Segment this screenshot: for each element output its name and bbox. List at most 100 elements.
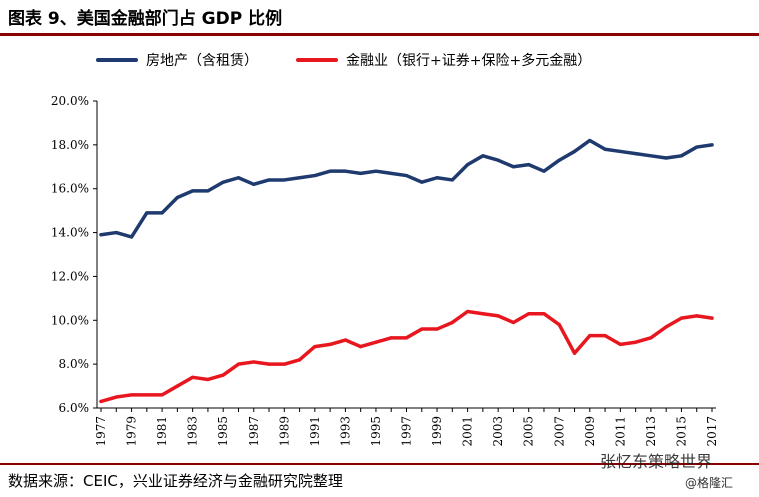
x-tick-label: 2003 — [491, 416, 505, 447]
source-note: 数据来源：CEIC，兴业证券经济与金融研究院整理 — [8, 472, 343, 490]
series-1-point — [496, 314, 500, 318]
series-0-point — [435, 176, 439, 180]
x-tick-label: 2011 — [613, 416, 627, 447]
series-1-point — [679, 316, 684, 320]
series-0-point — [710, 143, 714, 147]
series-1-point — [481, 312, 485, 316]
axes: 6.0% 8.0% 10.0% 12.0% 14.0% 16.0% 18.0% 20.0% 19… — [51, 94, 719, 447]
x-tick-label: 2015 — [674, 416, 688, 447]
series-0-point — [374, 169, 378, 173]
series-1-point — [588, 334, 592, 338]
series-0-point — [481, 154, 485, 158]
series-1-point — [145, 393, 149, 397]
series-0-point — [359, 171, 363, 175]
series-line-0 — [99, 138, 714, 239]
series-0-point — [267, 178, 271, 182]
series-1-point — [206, 377, 210, 382]
y-tick-label: 18.0% — [51, 138, 89, 152]
series-1-point — [252, 360, 256, 364]
series-0-point — [511, 165, 516, 169]
series-1-point — [343, 338, 347, 342]
x-tick-label: 1991 — [308, 416, 322, 447]
series-0-point — [297, 176, 302, 180]
series-0-point — [129, 235, 134, 239]
y-tick-label: 14.0% — [51, 226, 89, 240]
line-chart: 6.0% 8.0% 10.0% 12.0% 14.0% 16.0% 18.0% 20.0% 19… — [51, 94, 719, 447]
x-tick-label: 1987 — [247, 416, 261, 447]
x-tick-label: 2013 — [644, 416, 658, 447]
y-tick-label: 20.0% — [51, 94, 89, 108]
series-0-point — [282, 178, 286, 182]
legend-label-real-estate: 房地产（含租赁） — [146, 53, 258, 69]
x-tick-label: 1985 — [216, 416, 230, 447]
x-tick-label: 2009 — [583, 416, 597, 447]
series-layer — [99, 138, 714, 404]
legend: 房地产（含租赁） 金融业（银行+证券+保险+多元金融） — [96, 50, 591, 70]
series-0-point — [679, 154, 684, 158]
series-0-point — [221, 180, 225, 184]
series-1-point — [618, 342, 622, 347]
series-0-point — [450, 178, 454, 182]
series-0-point — [114, 230, 118, 235]
series-0-point — [664, 156, 668, 160]
series-1-point — [511, 320, 516, 325]
series-0-point — [328, 169, 332, 173]
series-1-point — [450, 320, 454, 325]
series-1-point — [664, 325, 668, 329]
series-1-point — [236, 362, 241, 366]
series-0-point — [313, 173, 317, 178]
title-rule — [0, 33, 759, 36]
series-1-point — [527, 312, 531, 316]
x-tick-label: 1977 — [94, 416, 108, 447]
series-1-point — [160, 393, 164, 397]
series-0-point — [634, 152, 638, 156]
series-0-point — [236, 176, 241, 180]
series-1-point — [191, 375, 195, 379]
series-0-point — [466, 162, 470, 167]
legend-item-real-estate: 房地产（含租赁） — [96, 50, 258, 70]
series-0-point — [572, 149, 577, 154]
x-tick-label: 1983 — [186, 416, 200, 447]
x-tick-label: 1989 — [277, 416, 291, 447]
series-0-point — [588, 138, 592, 143]
series-1-point — [297, 358, 302, 362]
series-1-point — [267, 362, 271, 366]
x-tick-label: 1979 — [125, 416, 139, 447]
x-tick-label: 1995 — [369, 416, 383, 447]
series-0-point — [695, 145, 699, 149]
y-tick-label: 16.0% — [51, 182, 89, 196]
legend-swatch-real-estate — [96, 58, 138, 62]
chart-title: 图表 9、美国金融部门占 GDP 比例 — [8, 9, 283, 29]
series-1-point — [435, 327, 439, 331]
y-tick-label: 8.0% — [59, 357, 90, 371]
x-tick-label: 2017 — [705, 416, 719, 447]
series-1-point — [695, 314, 699, 318]
x-tick-label: 1993 — [338, 416, 352, 447]
series-1-point — [374, 340, 378, 344]
series-1-point — [313, 345, 317, 349]
series-0-point — [206, 189, 210, 193]
series-1-point — [710, 316, 714, 320]
series-0-point — [420, 180, 424, 184]
series-0-point — [160, 211, 164, 215]
series-0-point — [603, 147, 607, 151]
y-tick-label: 6.0% — [59, 401, 90, 415]
series-1-point — [359, 345, 363, 349]
series-1-point — [572, 351, 577, 355]
series-1-point — [542, 312, 546, 316]
series-0-point — [557, 158, 561, 162]
y-tick-label: 12.0% — [51, 269, 89, 283]
watermark-sub: @格隆汇 — [685, 476, 734, 490]
source-rule — [0, 463, 759, 465]
series-1-point — [466, 309, 470, 314]
series-1-point — [404, 336, 409, 340]
x-tick-label: 1997 — [400, 416, 414, 447]
legend-item-finance: 金融业（银行+证券+保险+多元金融） — [296, 50, 591, 70]
series-1-point — [221, 373, 225, 377]
y-tick-label: 10.0% — [51, 313, 89, 327]
series-0-point — [404, 173, 409, 178]
x-tick-label: 1999 — [430, 416, 444, 447]
series-line-1 — [99, 309, 714, 404]
series-1-point — [175, 384, 179, 388]
series-0-point — [343, 169, 347, 173]
